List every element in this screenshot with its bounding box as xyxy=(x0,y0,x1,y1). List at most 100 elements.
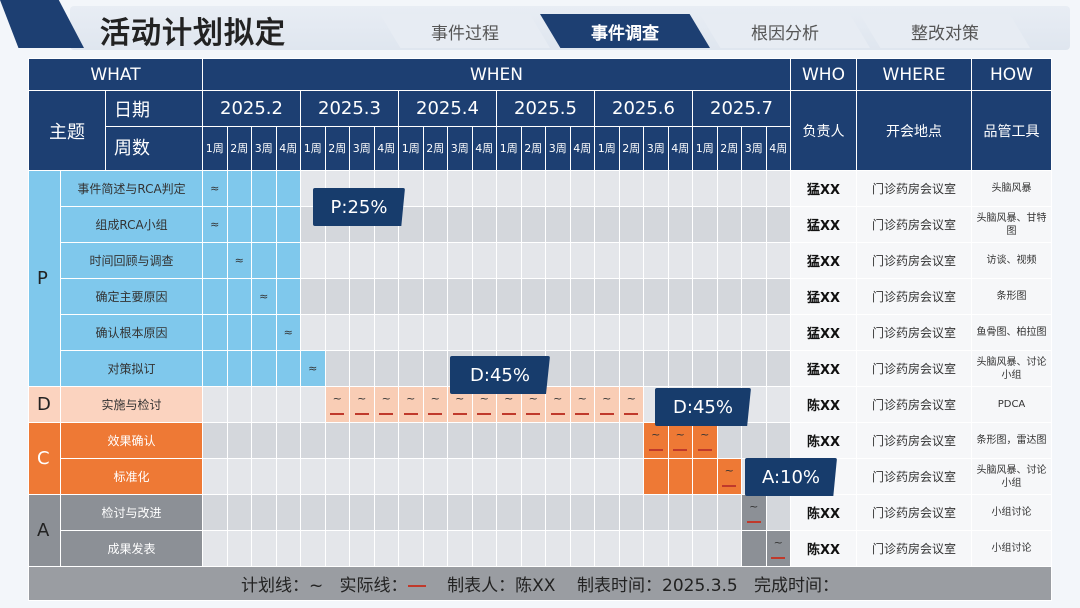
schedule-cell xyxy=(422,206,448,243)
actual-mark-glyph: ~ xyxy=(357,391,367,405)
schedule-cell xyxy=(251,422,277,459)
schedule-cell xyxy=(275,350,301,387)
owner-cell: 陈XX xyxy=(790,494,857,531)
schedule-cell xyxy=(349,242,375,279)
actual-line xyxy=(501,412,516,415)
schedule-cell xyxy=(447,170,473,207)
actual-mark: ~ xyxy=(594,386,620,423)
actual-mark-glyph: ~ xyxy=(381,391,391,405)
schedule-cell xyxy=(300,242,326,279)
actual-mark-glyph: ~ xyxy=(675,427,685,441)
table-row: 时间回顾与调查 ≈ 猛XX 门诊药房会议室 访谈、视频 xyxy=(29,242,1052,279)
plan-table: WHAT WHEN WHO WHERE HOW 主题 日期 2025.2 202… xyxy=(28,58,1052,601)
week-label: 4周 xyxy=(569,126,595,171)
actual-mark-glyph: ~ xyxy=(553,391,563,405)
tool-cell: 头脑风暴、讨论小组 xyxy=(971,350,1052,387)
week-label: 3周 xyxy=(643,126,669,171)
schedule-cell xyxy=(226,206,252,243)
schedule-cell xyxy=(741,206,767,243)
footer-plan-line: 计划线：~ xyxy=(241,576,324,596)
tab-root-cause-analysis[interactable]: 根因分析 xyxy=(700,14,870,48)
phase-label: P xyxy=(28,170,61,387)
place-cell: 门诊药房会议室 xyxy=(856,350,972,387)
schedule-cell xyxy=(398,458,424,495)
actual-line xyxy=(624,412,639,415)
schedule-cell xyxy=(569,458,595,495)
schedule-cell xyxy=(765,278,791,315)
schedule-cell xyxy=(398,422,424,459)
month-label: 2025.3 xyxy=(300,90,399,127)
schedule-cell xyxy=(471,494,497,531)
schedule-cell xyxy=(471,314,497,351)
week-label: 1周 xyxy=(300,126,326,171)
schedule-cell xyxy=(324,494,350,531)
month-label: 2025.2 xyxy=(202,90,301,127)
schedule-cell xyxy=(643,242,669,279)
schedule-cell xyxy=(496,242,522,279)
actual-mark: ~ xyxy=(398,386,424,423)
actual-mark-glyph: ~ xyxy=(430,391,440,405)
table-row: 成果发表 ~ 陈XX 门诊药房会议室 小组讨论 xyxy=(29,530,1052,567)
footer-legend: 计划线：~ 实际线： 制表人：陈XX 制表时间：2025.3.5 完成时间： xyxy=(28,566,1052,601)
schedule-cell xyxy=(569,170,595,207)
schedule-cell xyxy=(741,350,767,387)
tool-cell: 头脑风暴 xyxy=(971,170,1052,207)
schedule-cell xyxy=(545,350,571,387)
week-label: 2周 xyxy=(716,126,742,171)
actual-mark: ~ xyxy=(373,386,399,423)
actual-line xyxy=(403,412,418,415)
schedule-cell xyxy=(471,206,497,243)
tab-corrective-measures[interactable]: 整改对策 xyxy=(860,14,1030,48)
schedule-cell xyxy=(741,314,767,351)
schedule-cell xyxy=(422,458,448,495)
schedule-cell xyxy=(349,494,375,531)
schedule-cell xyxy=(569,242,595,279)
schedule-cell xyxy=(373,458,399,495)
schedule-cell xyxy=(251,242,277,279)
place-cell: 门诊药房会议室 xyxy=(856,530,972,567)
schedule-cell xyxy=(471,278,497,315)
schedule-cell xyxy=(422,422,448,459)
schedule-cell xyxy=(447,278,473,315)
schedule-cell xyxy=(520,170,546,207)
schedule-cell xyxy=(569,350,595,387)
schedule-cell xyxy=(643,530,669,567)
schedule-cell xyxy=(226,422,252,459)
actual-line xyxy=(599,412,614,415)
schedule-cell xyxy=(569,206,595,243)
schedule-cell xyxy=(545,422,571,459)
task-name: 检讨与改进 xyxy=(60,494,203,531)
actual-mark-glyph: ~ xyxy=(332,391,342,405)
schedule-cell xyxy=(275,494,301,531)
tool-cell: 头脑风暴、甘特图 xyxy=(971,206,1052,243)
schedule-cell xyxy=(496,170,522,207)
schedule-cell xyxy=(226,314,252,351)
schedule-cell xyxy=(716,494,742,531)
tab-event-process[interactable]: 事件过程 xyxy=(380,14,550,48)
schedule-cell xyxy=(716,422,742,459)
task-name: 对策拟订 xyxy=(60,350,203,387)
actual-line xyxy=(648,448,663,451)
week-label: 2周 xyxy=(520,126,546,171)
schedule-cell xyxy=(496,458,522,495)
schedule-cell xyxy=(594,206,620,243)
callout-d-progress: D:45% xyxy=(450,356,550,394)
schedule-cell xyxy=(618,170,644,207)
footer-finish-time: 完成时间： xyxy=(753,576,839,596)
schedule-cell xyxy=(275,206,301,243)
tab-event-investigation[interactable]: 事件调查 xyxy=(540,14,710,48)
schedule-cell xyxy=(520,422,546,459)
week-label: 4周 xyxy=(275,126,301,171)
schedule-cell xyxy=(741,278,767,315)
schedule-cell xyxy=(398,314,424,351)
schedule-cell xyxy=(447,458,473,495)
schedule-cell xyxy=(643,494,669,531)
schedule-cell xyxy=(251,350,277,387)
actual-mark-glyph: ~ xyxy=(528,391,538,405)
schedule-cell xyxy=(373,494,399,531)
schedule-cell xyxy=(643,314,669,351)
table-row: C 效果确认 ~ ~ ~ 陈XX 门诊药房会议室 条形图，雷达图 xyxy=(28,422,1052,495)
schedule-cell xyxy=(447,422,473,459)
schedule-cell xyxy=(496,422,522,459)
place-header: 开会地点 xyxy=(856,90,972,171)
